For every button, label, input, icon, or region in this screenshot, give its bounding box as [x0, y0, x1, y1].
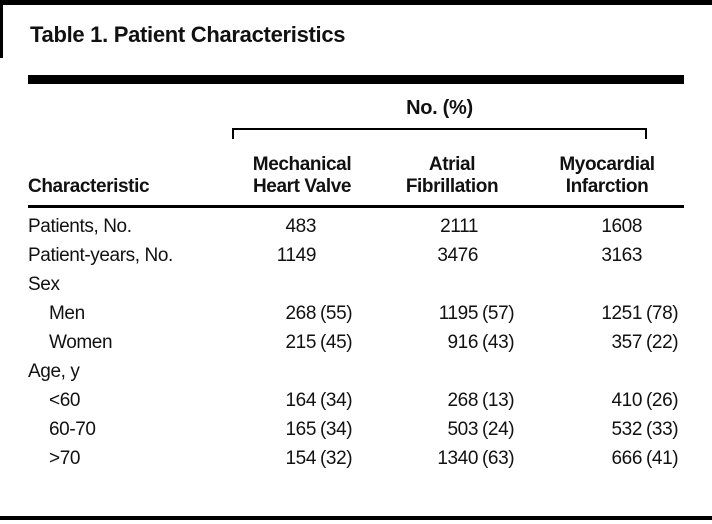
cell-atrial-fibrillation: 2111	[374, 216, 530, 238]
cell-percent: (24)	[482, 418, 515, 440]
table-header-row: Characteristic Mechanical Heart Valve At…	[28, 143, 684, 198]
cell-myocardial-infarction: 410 (26)	[530, 390, 684, 412]
cell-number: 3163	[601, 244, 642, 266]
cell-number: 165	[285, 418, 316, 440]
column-spanner-label: No. (%)	[406, 97, 473, 119]
cell-number: 215	[285, 331, 316, 353]
cell-percent: (34)	[320, 418, 353, 440]
cell-atrial-fibrillation: 268 (13)	[374, 390, 530, 412]
column-header-line2: Heart Valve	[252, 176, 352, 197]
table-body: Patients, No. 483 2111 1608 Patient-year…	[28, 212, 684, 473]
table-row: 60-70 165 (34) 503 (24) 532 (33)	[28, 415, 684, 444]
cell-mechanical-heart-valve: 483	[230, 216, 374, 238]
cell-number: 1608	[601, 215, 642, 237]
cell-mechanical-heart-valve: 165 (34)	[230, 419, 374, 441]
table-row: Women 215 (45) 916 (43) 357 (22)	[28, 328, 684, 357]
scan-frame-left-tick	[0, 0, 3, 58]
cell-number: 1195	[438, 302, 479, 324]
column-header-line1: Myocardial	[559, 154, 655, 175]
column-header-mechanical-heart-valve: Mechanical Heart Valve	[230, 143, 374, 198]
table-row: Patient-years, No. 1149 3476 3163	[28, 241, 684, 270]
cell-number: 483	[285, 215, 316, 237]
cell-myocardial-infarction: 1608	[530, 216, 684, 238]
table-row: <60 164 (34) 268 (13) 410 (26)	[28, 386, 684, 415]
cell-percent: (63)	[482, 447, 515, 469]
cell-myocardial-infarction: 357 (22)	[530, 332, 684, 354]
cell-number: 1251	[601, 302, 642, 324]
cell-atrial-fibrillation: 1195 (57)	[374, 303, 530, 325]
column-header-label: Characteristic	[28, 176, 150, 197]
cell-myocardial-infarction: 532 (33)	[530, 419, 684, 441]
cell-atrial-fibrillation: 1340 (63)	[374, 448, 530, 470]
column-header-atrial-fibrillation: Atrial Fibrillation	[374, 143, 530, 198]
cell-percent: (45)	[320, 331, 353, 353]
cell-percent: (43)	[482, 331, 515, 353]
cell-percent: (22)	[646, 331, 679, 353]
cell-percent: (32)	[320, 447, 353, 469]
cell-percent: (55)	[320, 302, 353, 324]
cell-number: 410	[611, 389, 642, 411]
cell-percent: (57)	[482, 302, 515, 324]
table-section-row: Sex	[28, 270, 684, 299]
cell-percent: (33)	[646, 418, 679, 440]
table-title: Table 1. Patient Characteristics	[30, 22, 346, 47]
cell-percent: (41)	[646, 447, 679, 469]
row-label: Age, y	[28, 360, 80, 382]
cell-mechanical-heart-valve: 268 (55)	[230, 303, 374, 325]
row-label: Men	[49, 302, 85, 324]
cell-percent: (26)	[646, 389, 679, 411]
cell-mechanical-heart-valve: 164 (34)	[230, 390, 374, 412]
cell-mechanical-heart-valve: 154 (32)	[230, 448, 374, 470]
cell-atrial-fibrillation: 3476	[374, 245, 530, 267]
column-spanner-bracket	[232, 128, 647, 139]
cell-number: 268	[447, 389, 478, 411]
scan-frame-top-rule	[0, 0, 712, 5]
table-section-row: Age, y	[28, 357, 684, 386]
row-label: 60-70	[49, 418, 96, 440]
cell-percent: (13)	[482, 389, 515, 411]
cell-mechanical-heart-valve: 1149	[230, 245, 374, 267]
cell-number: 154	[285, 447, 316, 469]
cell-number: 666	[611, 447, 642, 469]
column-header-characteristic: Characteristic	[28, 143, 230, 198]
table-row: >70 154 (32) 1340 (63) 666 (41)	[28, 444, 684, 473]
column-header-line2: Fibrillation	[405, 176, 499, 197]
cell-number: 1340	[437, 447, 478, 469]
cell-atrial-fibrillation: 916 (43)	[374, 332, 530, 354]
cell-number: 2111	[440, 215, 478, 237]
cell-number: 1149	[276, 244, 317, 266]
cell-myocardial-infarction: 1251 (78)	[530, 303, 684, 325]
table-top-rule	[28, 75, 684, 84]
cell-myocardial-infarction: 3163	[530, 245, 684, 267]
row-label: Patient-years, No.	[28, 244, 173, 266]
table-row: Men 268 (55) 1195 (57) 1251 (78)	[28, 299, 684, 328]
row-label: Patients, No.	[28, 215, 132, 237]
scan-frame-bottom-rule	[0, 516, 712, 520]
cell-number: 916	[447, 331, 478, 353]
header-divider-rule	[28, 205, 684, 208]
cell-number: 503	[447, 418, 478, 440]
column-header-myocardial-infarction: Myocardial Infarction	[530, 143, 684, 198]
row-label: <60	[49, 389, 81, 411]
cell-atrial-fibrillation: 503 (24)	[374, 419, 530, 441]
cell-percent: (34)	[320, 389, 353, 411]
cell-number: 357	[611, 331, 642, 353]
column-header-line1: Mechanical	[252, 154, 352, 175]
row-label: >70	[49, 447, 81, 469]
cell-number: 3476	[437, 244, 478, 266]
column-header-line1: Atrial	[428, 154, 476, 175]
row-label: Sex	[28, 273, 60, 295]
cell-number: 268	[285, 302, 316, 324]
table-row: Patients, No. 483 2111 1608	[28, 212, 684, 241]
cell-mechanical-heart-valve: 215 (45)	[230, 332, 374, 354]
row-label: Women	[49, 331, 113, 353]
column-header-line2: Infarction	[565, 176, 649, 197]
cell-percent: (78)	[646, 302, 679, 324]
cell-number: 164	[285, 389, 316, 411]
cell-number: 532	[611, 418, 642, 440]
cell-myocardial-infarction: 666 (41)	[530, 448, 684, 470]
